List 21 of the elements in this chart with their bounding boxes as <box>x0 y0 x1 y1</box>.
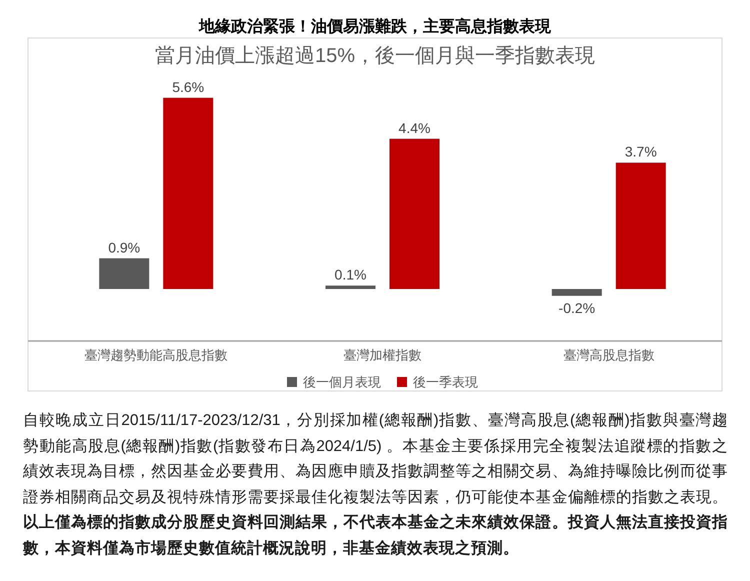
x-tick-label: 臺灣趨勢動能高股息指數 <box>84 348 228 362</box>
data-label: 5.6% <box>172 78 204 95</box>
legend-label: 後一個月表現 <box>303 374 381 390</box>
x-tick-label: 臺灣高股息指數 <box>563 348 654 362</box>
bar <box>616 162 666 290</box>
x-tick-label: 臺灣加權指數 <box>344 348 422 362</box>
data-label: 0.9% <box>108 239 140 256</box>
text: 自較晚成立日2015/11/17-2023/12/31，分別採加權(總報酬)指數、臺灣高股息(總報酬)指數與臺灣趨勢動能高股息(總報酬)指數(指數發布日為2024/1/5) 。本基金主要係採用完全複製法追蹤標的指數之績效表現為目標，然因基金必要費用、為因應申贖及指數調整等之相關交易、為維持曝險比例而從事證券相關商品交易及視特殊情形需要採最佳化複製法等因素，仍可能使本基金偏離標的指數之表現。 <box>23 412 728 506</box>
legend-label: 後一季表現 <box>413 374 478 390</box>
data-label: 0.1% <box>334 266 366 283</box>
bar <box>390 138 440 290</box>
bar <box>99 258 150 290</box>
bar <box>163 98 214 290</box>
data-label: 4.4% <box>398 120 430 136</box>
bar <box>552 289 602 296</box>
bar <box>326 286 376 290</box>
text: 以上僅為標的指數成分股歷史資料回測結果，不代表本基金之未來績效保證。投資人無法直接投資指數，本資料僅為市場歷史數值統計概況說明，非基金績效表現之預測。 <box>23 514 728 556</box>
data-label: -0.2% <box>558 300 596 316</box>
chart-subtitle: 當月油價上漲超過15%，後一個月與一季指數表現 <box>154 45 596 67</box>
chart-title: 地緣政治緊張！油價易漲難跌，主要高息指數表現 <box>198 16 552 36</box>
data-label: 3.7% <box>624 144 657 160</box>
